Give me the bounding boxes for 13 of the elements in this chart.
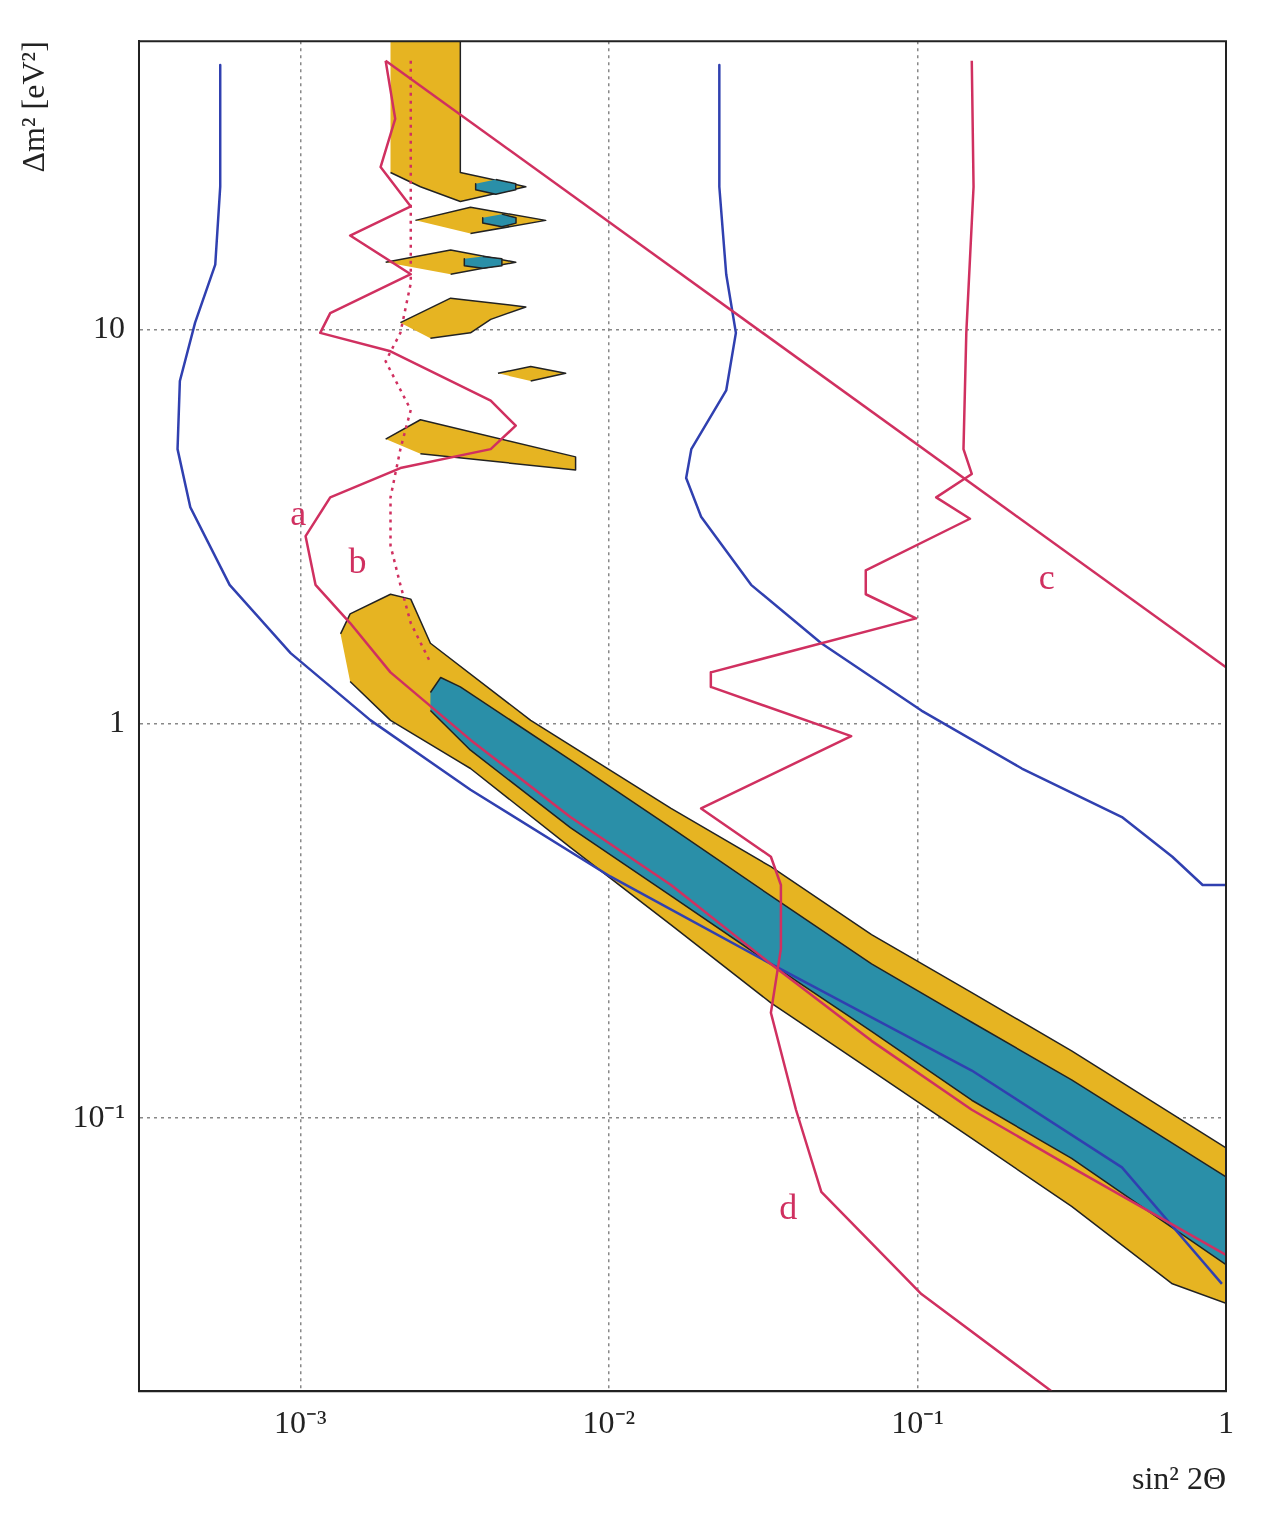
annotation: c: [1038, 556, 1055, 597]
y-tick-label: 10⁻¹: [72, 1097, 125, 1134]
y-tick-label: 10: [92, 308, 125, 345]
x-axis-title: sin² 2Θ: [1131, 1460, 1226, 1497]
x-tick-label: 10⁻²: [582, 1403, 636, 1440]
x-tick-label: 10⁻¹: [891, 1403, 944, 1440]
annotation: b: [348, 541, 367, 582]
y-tick-label: 1: [108, 703, 125, 740]
x-tick-label: 10⁻³: [274, 1403, 327, 1440]
annotation: d: [779, 1187, 798, 1228]
y-axis-title: Δm² [eV²]: [14, 41, 51, 173]
annotation: a: [290, 492, 307, 533]
x-tick-label: 1: [1218, 1403, 1234, 1440]
